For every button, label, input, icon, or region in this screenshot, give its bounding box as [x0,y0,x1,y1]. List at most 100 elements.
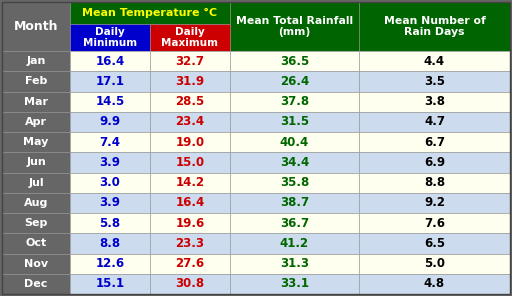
Bar [70,2,230,24]
Text: 27.6: 27.6 [176,257,205,270]
Bar [70,51,150,71]
Text: 12.6: 12.6 [95,257,124,270]
Text: 14.2: 14.2 [176,176,205,189]
Text: 28.5: 28.5 [176,95,205,108]
Bar [230,152,359,173]
Bar [150,112,230,132]
Bar [359,112,510,132]
Text: 19.0: 19.0 [176,136,205,149]
Bar [70,71,150,91]
Text: May: May [24,137,49,147]
Text: Aug: Aug [24,198,48,208]
Bar [70,173,150,193]
Text: 7.6: 7.6 [424,217,445,230]
Bar [359,2,510,51]
Bar [150,274,230,294]
Bar [359,274,510,294]
Bar [359,51,510,71]
Bar [230,253,359,274]
Bar [2,71,70,91]
Bar [2,132,70,152]
Bar [359,132,510,152]
Text: 4.7: 4.7 [424,115,445,128]
Bar [2,2,70,51]
Bar [150,132,230,152]
Text: 15.0: 15.0 [176,156,205,169]
Text: 9.9: 9.9 [99,115,120,128]
Bar [150,213,230,233]
Text: 4.4: 4.4 [424,55,445,67]
Text: 6.7: 6.7 [424,136,445,149]
Text: 8.8: 8.8 [424,176,445,189]
Text: 3.8: 3.8 [424,95,445,108]
Bar [230,51,359,71]
Bar [2,193,70,213]
Text: 4.8: 4.8 [424,277,445,290]
Text: Daily
Maximum: Daily Maximum [161,27,219,48]
Text: 3.5: 3.5 [424,75,445,88]
Bar [70,274,150,294]
Bar [359,71,510,91]
Text: 16.4: 16.4 [95,55,124,67]
Bar [2,112,70,132]
Text: 31.5: 31.5 [280,115,309,128]
Text: 37.8: 37.8 [280,95,309,108]
Bar [230,233,359,253]
Text: Dec: Dec [24,279,48,289]
Bar [230,173,359,193]
Text: 34.4: 34.4 [280,156,309,169]
Bar [2,91,70,112]
Text: 19.6: 19.6 [176,217,205,230]
Text: Jul: Jul [28,178,44,188]
Bar [230,213,359,233]
Bar [150,233,230,253]
Bar [359,233,510,253]
Bar [70,233,150,253]
Text: 38.7: 38.7 [280,196,309,209]
Bar [2,253,70,274]
Bar [2,152,70,173]
Text: Nov: Nov [24,259,48,269]
Bar [230,274,359,294]
Text: 7.4: 7.4 [99,136,120,149]
Text: 26.4: 26.4 [280,75,309,88]
Bar [70,132,150,152]
Text: 30.8: 30.8 [176,277,205,290]
Text: 17.1: 17.1 [96,75,124,88]
Text: Jun: Jun [26,157,46,167]
Bar [2,274,70,294]
Bar [230,112,359,132]
Bar [70,91,150,112]
Text: Mar: Mar [24,96,48,107]
Text: 5.0: 5.0 [424,257,445,270]
Text: 15.1: 15.1 [95,277,124,290]
Bar [150,193,230,213]
Bar [230,2,359,51]
Bar [2,51,70,71]
Text: 23.3: 23.3 [176,237,204,250]
Text: 16.4: 16.4 [176,196,205,209]
Text: Mean Temperature °C: Mean Temperature °C [82,8,218,18]
Text: 5.8: 5.8 [99,217,120,230]
Text: 31.9: 31.9 [176,75,205,88]
Text: 8.8: 8.8 [99,237,120,250]
Text: 36.5: 36.5 [280,55,309,67]
Text: 3.9: 3.9 [99,156,120,169]
Text: 35.8: 35.8 [280,176,309,189]
Bar [2,213,70,233]
Bar [150,91,230,112]
Bar [70,193,150,213]
Text: Sep: Sep [24,218,48,228]
Text: 14.5: 14.5 [95,95,124,108]
Bar [70,24,150,51]
Text: Apr: Apr [25,117,47,127]
Text: Oct: Oct [26,238,47,248]
Bar [359,213,510,233]
Text: 36.7: 36.7 [280,217,309,230]
Text: 23.4: 23.4 [176,115,205,128]
Bar [359,152,510,173]
Text: 6.5: 6.5 [424,237,445,250]
Bar [70,152,150,173]
Text: 3.0: 3.0 [99,176,120,189]
Bar [2,173,70,193]
